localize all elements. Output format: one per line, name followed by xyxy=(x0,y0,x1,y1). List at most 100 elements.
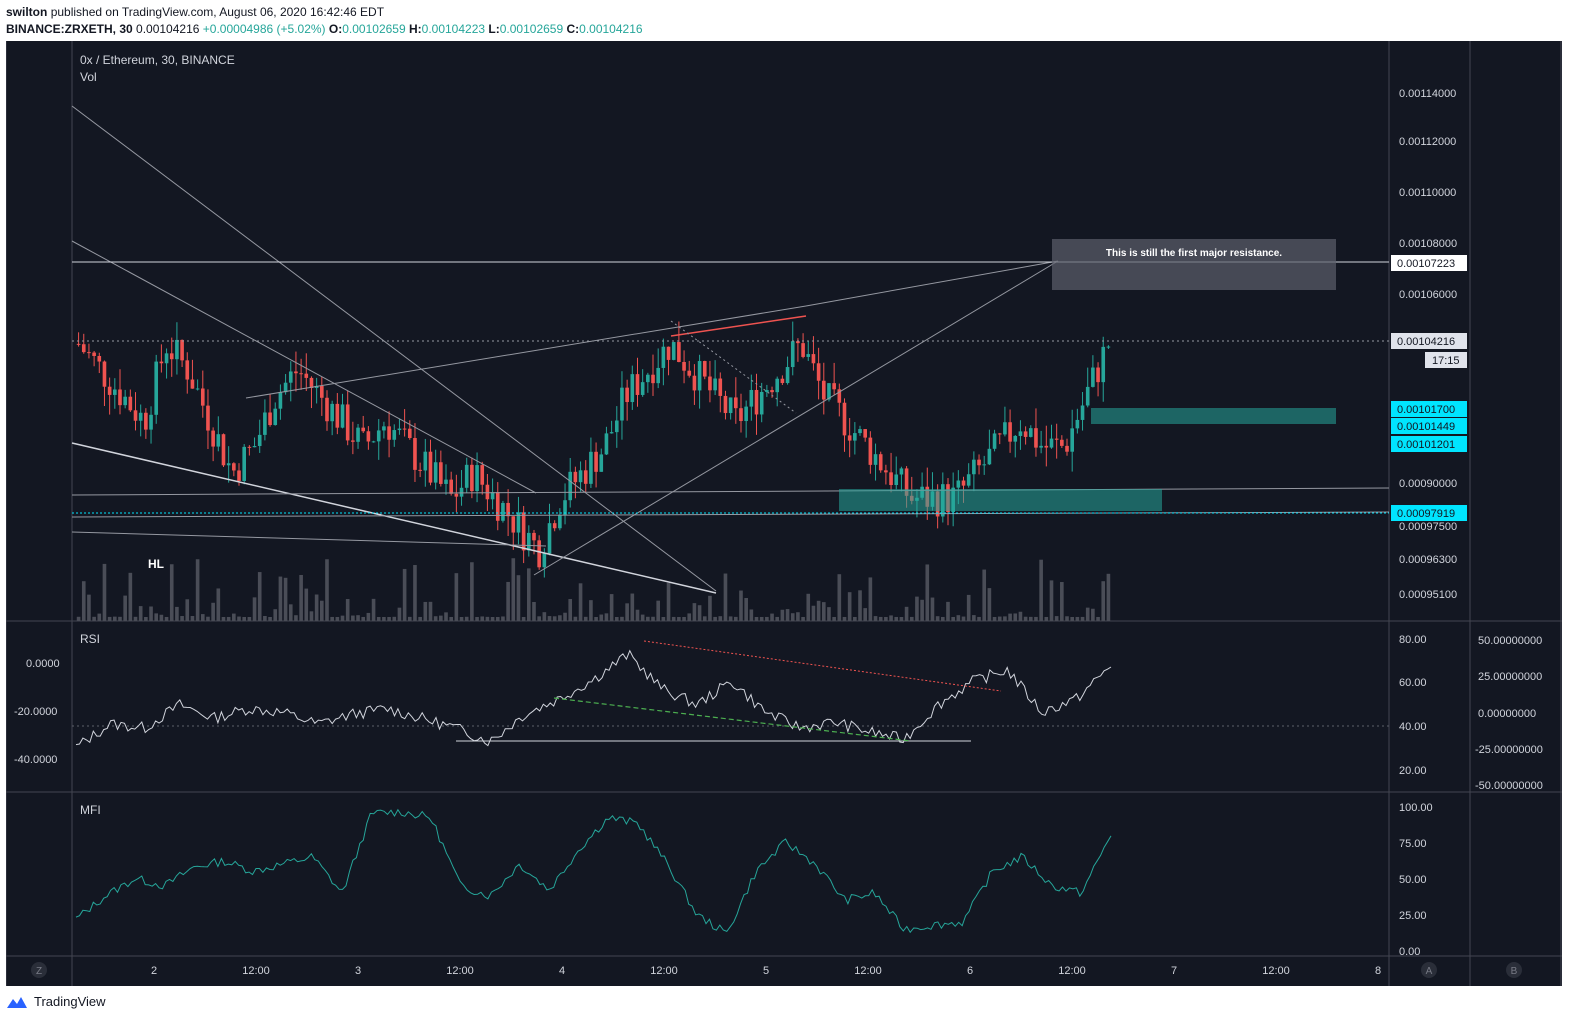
candle-body xyxy=(884,470,888,473)
volume-label: Vol xyxy=(80,70,97,84)
volume-bar xyxy=(464,616,469,621)
price-axis[interactable]: 0.00114000 0.00112000 0.00110000 0.00108… xyxy=(1399,88,1457,601)
trend-lines xyxy=(71,105,1390,594)
volume-bar xyxy=(677,617,681,621)
volume-bar xyxy=(563,612,567,621)
candle-body xyxy=(76,343,81,345)
candle-body xyxy=(646,374,650,383)
resistance-badge xyxy=(1391,255,1467,271)
volume-bar xyxy=(81,581,86,621)
b-scale-button[interactable] xyxy=(1506,962,1522,978)
candle-body xyxy=(734,397,738,409)
volume-bar xyxy=(594,616,598,621)
volume-bar xyxy=(583,616,588,621)
time-axis[interactable]: 2 12:00 3 12:00 4 12:00 5 12:00 6 12:00 7 12:00 8 xyxy=(151,965,1381,977)
support-badge xyxy=(1391,505,1467,521)
time-tick: 12:00 xyxy=(242,965,270,977)
volume-bar xyxy=(283,577,288,621)
volume-bar xyxy=(252,597,257,621)
volume-bar xyxy=(195,559,200,621)
candle-body xyxy=(687,370,692,376)
volume-bar xyxy=(1044,616,1049,621)
candle-body xyxy=(982,464,987,466)
rsi-left-tick: -20.0000 xyxy=(14,706,57,718)
volume-bar xyxy=(625,603,629,621)
volume-bar xyxy=(149,606,153,621)
candle-body xyxy=(345,404,350,441)
candle-body xyxy=(299,373,303,375)
volume-bar xyxy=(604,613,609,621)
volume-bar xyxy=(889,615,893,621)
symbol-label: BINANCE:ZRXETH, 30 xyxy=(6,22,133,36)
chart-svg[interactable]: 0x / Ethereum, 30, BINANCE Vol RSI MFI H… xyxy=(5,41,1562,986)
candle-body xyxy=(402,428,407,430)
candle-body xyxy=(475,465,479,492)
volume-bar xyxy=(138,606,143,621)
candle-body xyxy=(630,374,635,403)
candle-body xyxy=(87,352,91,354)
volume-bar xyxy=(470,562,474,621)
time-tick: 12:00 xyxy=(446,965,474,977)
volume-bar xyxy=(402,568,407,621)
footer-brand[interactable]: TradingView xyxy=(6,994,106,1009)
volume-bar xyxy=(702,616,707,621)
publisher-name[interactable]: swilton xyxy=(6,5,48,19)
volume-bar xyxy=(92,616,96,621)
candle-body xyxy=(527,532,531,551)
volume-bar xyxy=(185,599,190,621)
volume-bar xyxy=(1085,607,1090,621)
candle-body xyxy=(702,361,707,377)
candle-body xyxy=(118,389,122,406)
volume-bar xyxy=(930,597,935,621)
volume-bar xyxy=(232,613,236,621)
time-tick: 12:00 xyxy=(650,965,678,977)
candle-body xyxy=(376,430,381,442)
candle-body xyxy=(1085,386,1090,406)
volume-bar xyxy=(837,574,842,621)
chart-container[interactable]: 0x / Ethereum, 30, BINANCE Vol RSI MFI H… xyxy=(5,41,1562,986)
resistance-zone[interactable] xyxy=(1091,408,1336,424)
volume-bar xyxy=(433,616,438,621)
candle-body xyxy=(190,379,195,389)
volume-bar xyxy=(858,590,862,621)
last-price: 0.00104216 xyxy=(136,22,200,36)
candle-body xyxy=(671,342,676,360)
candle-body xyxy=(325,397,329,422)
zoom-button[interactable] xyxy=(31,962,47,978)
volume-bar xyxy=(1049,580,1054,621)
volume-bar xyxy=(744,597,748,621)
candle-body xyxy=(775,378,780,393)
auto-scale-button[interactable] xyxy=(1421,962,1437,978)
volume-bar xyxy=(309,611,314,621)
volume-bar xyxy=(387,616,391,621)
volume-bar xyxy=(687,613,692,621)
volume-bar xyxy=(682,616,686,621)
rsi-far-tick: 0.00000000 xyxy=(1478,708,1536,720)
candle-body xyxy=(382,426,386,431)
volume-bar xyxy=(925,564,930,621)
candle-body xyxy=(206,405,210,431)
volume-bar xyxy=(418,616,422,621)
rsi-far-tick: -50.00000000 xyxy=(1475,780,1543,792)
annotation-box[interactable] xyxy=(1052,239,1336,290)
close-value: 0.00104216 xyxy=(579,22,643,36)
support-zone[interactable] xyxy=(839,489,1162,511)
candle-body xyxy=(899,468,904,475)
candle-body xyxy=(490,492,495,500)
candle-body xyxy=(351,440,355,442)
candle-body xyxy=(149,414,153,430)
volume-bar xyxy=(237,616,241,621)
candle-body xyxy=(656,367,660,384)
volume-bar xyxy=(796,612,800,621)
volume-bar xyxy=(692,603,697,621)
main-pane-title: 0x / Ethereum, 30, BINANCE xyxy=(80,53,235,67)
volume-bar xyxy=(345,599,350,621)
candle-body xyxy=(853,433,857,441)
volume-bar xyxy=(749,609,754,621)
candle-body xyxy=(159,361,164,364)
volume-bar xyxy=(661,616,666,621)
candle-body xyxy=(1044,445,1049,448)
volume-bar xyxy=(340,615,345,621)
candle-body xyxy=(428,451,433,483)
candle-body xyxy=(361,427,366,432)
